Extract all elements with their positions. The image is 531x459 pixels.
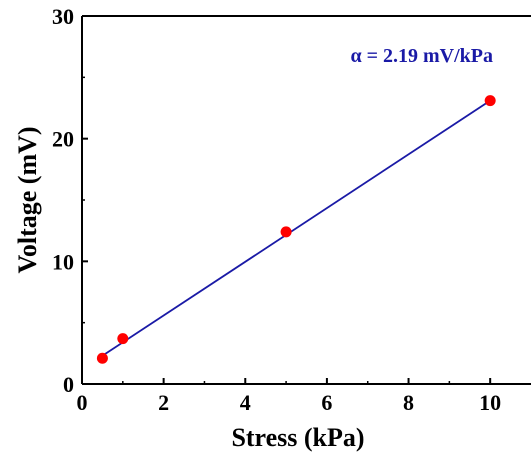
y-axis-ticks: 0 10 20 30: [52, 4, 88, 397]
data-point: [96, 352, 108, 364]
x-axis-title: Stress (kPa): [231, 423, 364, 452]
x-tick-label: 4: [240, 390, 251, 415]
y-tick-label: 30: [52, 4, 74, 29]
data-point: [117, 333, 129, 345]
fit-line-group: [101, 99, 491, 357]
x-tick-label: 8: [403, 390, 414, 415]
slope-annotation: α = 2.19 mV/kPa: [350, 45, 493, 67]
x-tick-label: 0: [77, 390, 88, 415]
fit-line: [101, 99, 491, 357]
x-tick-label: 10: [479, 390, 501, 415]
x-axis-ticks: 0 2 4 6 8 10: [77, 378, 501, 415]
y-tick-label: 0: [63, 372, 74, 397]
plot-frame: [81, 15, 531, 385]
x-tick-label: 6: [321, 390, 332, 415]
data-point: [484, 95, 496, 107]
y-tick-label: 10: [52, 249, 74, 274]
y-axis-title: Voltage (mV): [13, 126, 42, 273]
data-point: [280, 226, 292, 238]
y-tick-label: 20: [52, 127, 74, 152]
data-points: [96, 95, 496, 364]
x-tick-label: 2: [158, 390, 169, 415]
